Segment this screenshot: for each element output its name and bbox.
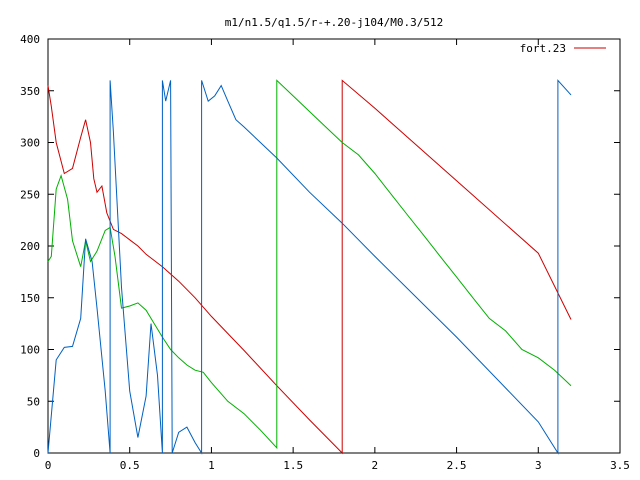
x-tick-label: 0.5: [120, 459, 140, 472]
legend: fort.23: [520, 42, 606, 55]
y-tick-label: 50: [27, 395, 40, 408]
x-tick-label: 3: [535, 459, 542, 472]
legend-label: fort.23: [520, 42, 566, 55]
y-tick-label: 0: [33, 447, 40, 460]
y-tick-label: 100: [20, 344, 40, 357]
y-tick-label: 300: [20, 137, 40, 150]
chart-title: m1/n1.5/q1.5/r-+.20-j104/M0.3/512: [225, 16, 444, 29]
y-tick-label: 400: [20, 33, 40, 46]
x-tick-label: 1: [208, 459, 215, 472]
series-line-1: [47, 79, 572, 455]
x-tick-label: 3.5: [610, 459, 630, 472]
plot-border: [47, 38, 621, 454]
y-tick-label: 200: [20, 240, 40, 253]
x-tick-label: 2.5: [447, 459, 467, 472]
series-line-2: [47, 79, 572, 450]
series-layer: [47, 79, 572, 455]
x-tick-label: 1.5: [283, 459, 303, 472]
x-tick-label: 2: [372, 459, 379, 472]
x-tick-label: 0: [45, 459, 52, 472]
y-tick-label: 250: [20, 188, 40, 201]
axis-ticks: 0 0.5 1 1.5 2 2.5 3 3.5 0 50 100 150 200 250 300 350 400: [20, 33, 630, 472]
series-line-3: [47, 79, 572, 455]
y-tick-label: 350: [20, 85, 40, 98]
y-tick-label: 150: [20, 292, 40, 305]
